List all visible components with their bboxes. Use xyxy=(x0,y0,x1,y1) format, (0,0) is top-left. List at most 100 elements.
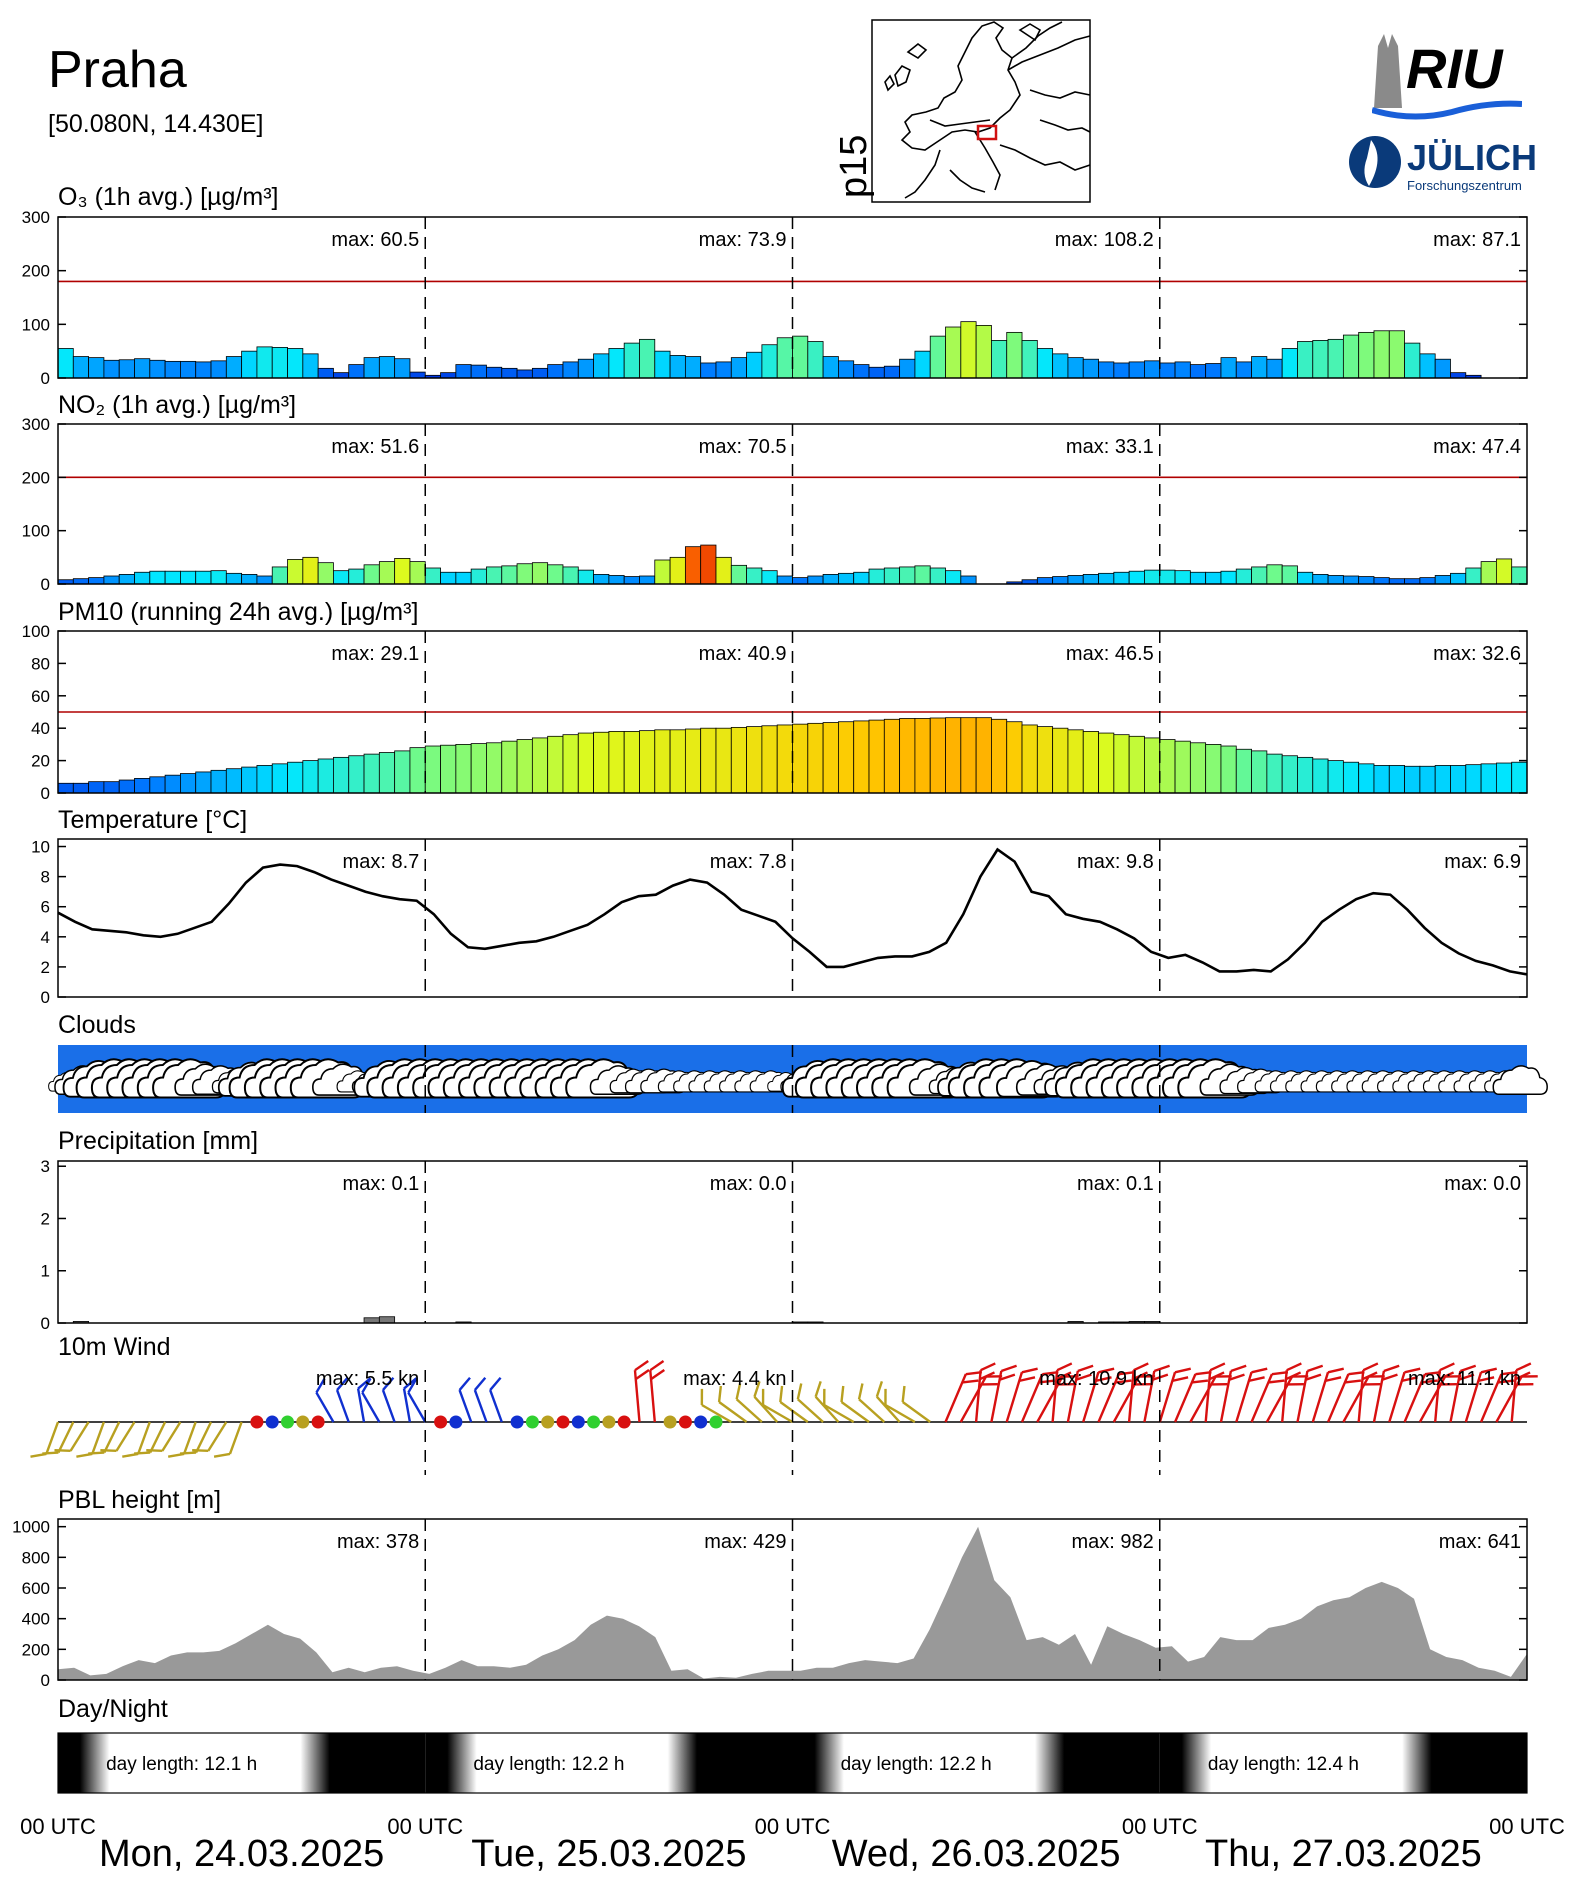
bar-no2 xyxy=(853,571,870,585)
wind-barb-flag xyxy=(1042,1371,1059,1376)
wind-barb-flag xyxy=(179,1451,197,1455)
daily-max-precip: max: 0.0 xyxy=(1444,1173,1521,1195)
bar-no2 xyxy=(883,567,901,585)
bar-o3 xyxy=(409,371,426,379)
y-tick-label-temp: 6 xyxy=(41,898,50,917)
bar-pm10 xyxy=(1052,727,1069,794)
bar-o3 xyxy=(1419,353,1436,379)
wind-calm-marker xyxy=(556,1415,570,1429)
wind-barb-staff xyxy=(356,1388,366,1423)
bar-pm10 xyxy=(1480,763,1497,794)
bar-pm10 xyxy=(639,730,656,794)
wind-barb-flag xyxy=(458,1376,471,1391)
wind-barb-flag xyxy=(213,1452,231,1458)
bar-pm10 xyxy=(1036,726,1054,794)
wind-barb-flag xyxy=(1497,1379,1515,1384)
y-tick-label-temp: 0 xyxy=(41,988,50,1007)
bar-no2 xyxy=(593,574,610,585)
y-tick-label-pbl: 400 xyxy=(22,1610,50,1629)
bar-no2 xyxy=(1358,576,1375,585)
wind-barb-flag xyxy=(1228,1373,1245,1381)
y-tick-label-temp: 4 xyxy=(41,928,50,947)
wind-barb-flag xyxy=(1115,1379,1132,1384)
wind-barb-flag xyxy=(1424,1371,1442,1376)
bar-pm10 xyxy=(1373,765,1390,794)
bar-no2 xyxy=(134,571,151,585)
wind-barb-flag xyxy=(1055,1371,1072,1381)
bar-o3 xyxy=(394,358,411,379)
wind-barb-flag xyxy=(1268,1379,1285,1384)
bar-pm10 xyxy=(1113,734,1130,794)
wind-barb-flag xyxy=(407,1378,418,1394)
bar-no2 xyxy=(1434,575,1451,585)
wind-barb-flag xyxy=(1460,1364,1477,1373)
wind-barb xyxy=(407,1378,427,1423)
y-tick-label-temp: 8 xyxy=(41,868,50,887)
y-tick-label-pm10: 60 xyxy=(31,687,50,706)
bar-no2 xyxy=(378,561,396,585)
bar-pm10 xyxy=(1144,737,1161,794)
y-tick-label-precip: 0 xyxy=(41,1314,50,1333)
wind-barb xyxy=(1020,1371,1059,1423)
wind-barb-flag xyxy=(88,1451,105,1455)
wind-barb-staff xyxy=(718,1401,748,1423)
bar-pm10 xyxy=(455,744,472,794)
wind-barb-flag xyxy=(823,1388,826,1406)
bar-no2 xyxy=(1098,572,1115,585)
wind-barb-staff xyxy=(381,1389,396,1423)
y-tick-label-no2: 200 xyxy=(22,468,50,487)
wind-barb xyxy=(1357,1362,1379,1423)
bar-no2 xyxy=(225,572,243,585)
bar-no2 xyxy=(715,556,732,585)
bar-no2 xyxy=(1312,574,1329,585)
bar-o3 xyxy=(302,353,319,379)
pbl-area xyxy=(58,1526,1527,1680)
wind-barb xyxy=(1510,1362,1532,1423)
bar-pm10 xyxy=(822,722,839,794)
wind-calm-marker xyxy=(449,1415,463,1429)
bar-no2 xyxy=(1082,574,1099,585)
bar-no2 xyxy=(608,575,625,585)
bar-o3 xyxy=(654,350,671,379)
wind-barb-staff xyxy=(57,1421,75,1454)
wind-barb xyxy=(1403,1371,1442,1423)
wind-barb-flag xyxy=(1348,1371,1365,1376)
daily-max-o3: max: 108.2 xyxy=(1055,229,1154,251)
wind-barb xyxy=(473,1376,488,1423)
svg-text:RIU: RIU xyxy=(1406,37,1504,100)
wind-barb xyxy=(458,1376,473,1423)
bar-o3 xyxy=(700,362,717,379)
bar-o3 xyxy=(1404,342,1421,379)
wind-calm-marker xyxy=(250,1415,264,1429)
bar-no2 xyxy=(929,567,946,585)
wind-barb-flag xyxy=(700,1388,704,1406)
wind-barb-flag xyxy=(1174,1367,1191,1374)
bar-pm10 xyxy=(1189,742,1207,794)
wind-barb xyxy=(840,1385,870,1423)
bar-no2 xyxy=(440,571,457,585)
bar-o3 xyxy=(547,364,564,379)
bar-pm10 xyxy=(378,752,396,794)
bar-no2 xyxy=(623,576,640,585)
bar-o3 xyxy=(853,364,870,379)
wind-barb-flag xyxy=(650,1368,665,1381)
wind-barb xyxy=(1051,1362,1073,1423)
bar-precip xyxy=(363,1317,380,1324)
wind-barb-flag xyxy=(1172,1376,1189,1383)
bar-pm10 xyxy=(287,761,304,794)
daily-max-wind: max: 10.9 kn xyxy=(1039,1368,1154,1390)
wind-barb-flag xyxy=(1021,1367,1038,1374)
bar-no2 xyxy=(547,564,564,585)
wind-barb-flag xyxy=(1501,1371,1518,1376)
bar-pm10 xyxy=(225,768,243,794)
wind-barb-flag xyxy=(965,1371,982,1376)
bar-no2 xyxy=(899,566,916,585)
bar-o3 xyxy=(883,365,901,379)
bar-pm10 xyxy=(1174,740,1191,794)
wind-barb-flag xyxy=(962,1379,979,1384)
bar-o3 xyxy=(1220,357,1237,379)
bar-o3 xyxy=(531,367,549,379)
panel-title-daynight: Day/Night xyxy=(58,1695,168,1723)
bar-pm10 xyxy=(180,773,197,794)
